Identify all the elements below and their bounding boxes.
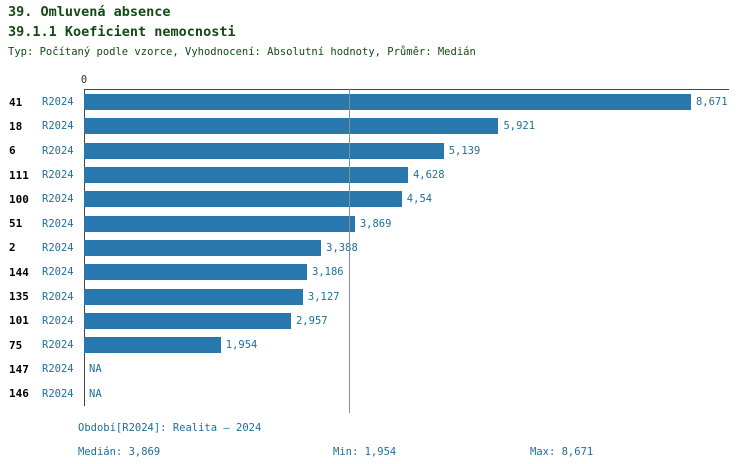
row-category: 51: [9, 217, 23, 231]
row-plot: 3,127: [84, 284, 742, 308]
value-label: 8,671: [695, 96, 728, 109]
row-category: 101: [9, 314, 29, 328]
row-series-label: R2024: [42, 96, 74, 109]
chart-footer: Období[R2024]: Realita – 2024 Medián: 3,…: [78, 422, 742, 459]
row-category: 135: [9, 290, 29, 304]
row-series-label: R2024: [42, 120, 74, 133]
top-axis-line: [84, 89, 729, 90]
value-label: 2,957: [295, 314, 328, 327]
row-series-label: R2024: [42, 217, 74, 230]
value-bar: [84, 142, 444, 159]
value-bar: [84, 288, 303, 305]
chart-row: 75 R2024 1,954: [8, 333, 742, 357]
value-label: 5,921: [503, 120, 536, 133]
chart-row: 135 R2024 3,127: [8, 284, 742, 308]
value-label: 3,388: [326, 241, 358, 254]
chart-row: 51 R2024 3,869: [8, 211, 742, 235]
row-category: 111: [9, 168, 29, 182]
value-label: 3,869: [359, 217, 392, 230]
row-series-label: R2024: [42, 339, 74, 352]
row-plot: 3,388: [84, 236, 742, 260]
row-category: 147: [9, 362, 29, 376]
footer-max: Max: 8,671: [530, 446, 594, 458]
row-series-label: R2024: [42, 387, 74, 400]
row-category: 100: [9, 192, 29, 206]
row-category: 6: [9, 144, 16, 158]
value-bar: [84, 215, 355, 232]
chart-meta: Typ: Počítaný podle vzorce, Vyhodnocení:…: [8, 46, 476, 58]
chart-row: 18 R2024 5,921: [8, 114, 742, 138]
page-subtitle: 39.1.1 Koeficient nemocnosti: [8, 24, 236, 40]
row-category: 144: [9, 265, 29, 279]
row-category: 41: [9, 95, 23, 109]
chart-row: 101 R2024 2,957: [8, 309, 742, 333]
row-plot: NA: [84, 357, 742, 381]
value-bar: [84, 239, 322, 256]
chart-row: 146 R2024 NA: [8, 382, 742, 406]
row-plot: 8,671: [84, 90, 742, 114]
value-label: 4,628: [412, 169, 445, 182]
row-category: 18: [9, 119, 23, 133]
value-bar: [84, 312, 291, 329]
row-series-label: R2024: [42, 144, 74, 157]
row-series-label: R2024: [42, 266, 74, 279]
chart-row: 144 R2024 3,186: [8, 260, 742, 284]
row-series-label: R2024: [42, 290, 74, 303]
row-plot: 5,921: [84, 114, 742, 138]
row-series-label: R2024: [42, 241, 74, 254]
value-bar: [84, 191, 402, 208]
row-plot: NA: [84, 382, 742, 406]
row-series-label: R2024: [42, 193, 74, 206]
chart-row: 2 R2024 3,388: [8, 236, 742, 260]
footer-period: Období[R2024]: Realita – 2024: [78, 422, 262, 434]
footer-median: Medián: 3,869: [78, 446, 161, 458]
row-plot: 1,954: [84, 333, 742, 357]
row-series-label: R2024: [42, 314, 74, 327]
value-bar: [84, 167, 408, 184]
value-bar: [84, 118, 499, 135]
row-plot: 3,869: [84, 211, 742, 235]
value-bar: [84, 337, 221, 354]
row-series-label: R2024: [42, 363, 74, 376]
row-category: 2: [9, 241, 16, 255]
zero-axis-label: 0: [80, 74, 88, 86]
value-label: NA: [89, 387, 102, 400]
row-category: 146: [9, 387, 29, 401]
row-plot: 5,139: [84, 139, 742, 163]
value-bar: [84, 264, 308, 281]
row-plot: 4,54: [84, 187, 742, 211]
chart-row: 100 R2024 4,54: [8, 187, 742, 211]
row-plot: 3,186: [84, 260, 742, 284]
value-label: 5,139: [448, 144, 481, 157]
page-title: 39. Omluvená absence: [8, 4, 171, 20]
value-label: NA: [89, 363, 102, 376]
footer-stats: Medián: 3,869 Min: 1,954 Max: 8,671: [78, 446, 742, 459]
footer-min: Min: 1,954: [333, 446, 397, 458]
chart-rows: 41 R2024 8,671 18 R2024 5,921 6 R2024 5,139 111 R2…: [8, 89, 742, 406]
value-label: 1,954: [225, 339, 258, 352]
value-label: 3,186: [312, 266, 344, 279]
chart-row: 41 R2024 8,671: [8, 90, 742, 114]
bar-chart: 0 41 R2024 8,671 18 R2024 5,921 6 R2024 5,139 111…: [8, 74, 742, 413]
chart-row: 111 R2024 4,628: [8, 163, 742, 187]
value-label: 3,127: [307, 290, 340, 303]
value-bar: [84, 94, 691, 111]
chart-row: 6 R2024 5,139: [8, 139, 742, 163]
row-category: 75: [9, 338, 23, 352]
chart-row: 147 R2024 NA: [8, 357, 742, 381]
row-plot: 4,628: [84, 163, 742, 187]
value-label: 4,54: [406, 193, 433, 206]
row-plot: 2,957: [84, 309, 742, 333]
row-series-label: R2024: [42, 169, 74, 182]
